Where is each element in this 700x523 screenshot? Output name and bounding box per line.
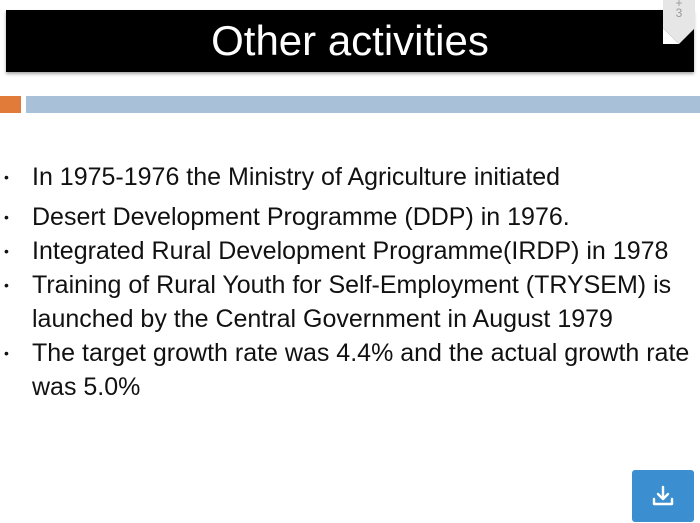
bullet-item: The target growth rate was 4.4% and the … xyxy=(0,336,700,404)
title-bar: Other activities xyxy=(6,10,694,72)
download-icon xyxy=(652,485,674,506)
bullet-item: Desert Development Programme (DDP) in 19… xyxy=(0,200,700,234)
bullet-item: In 1975-1976 the Ministry of Agriculture… xyxy=(0,160,700,194)
accent-stripe xyxy=(26,96,700,113)
page-corner-icon xyxy=(663,0,695,44)
bullet-item: Training of Rural Youth for Self-Employm… xyxy=(0,268,700,336)
slide-title: Other activities xyxy=(211,17,489,64)
page-number: + 3 xyxy=(675,0,683,20)
bullet-item: Integrated Rural Development Programme(I… xyxy=(0,234,700,268)
accent-square xyxy=(0,96,21,113)
download-button[interactable] xyxy=(632,470,694,522)
bullet-list: In 1975-1976 the Ministry of Agriculture… xyxy=(0,160,700,404)
